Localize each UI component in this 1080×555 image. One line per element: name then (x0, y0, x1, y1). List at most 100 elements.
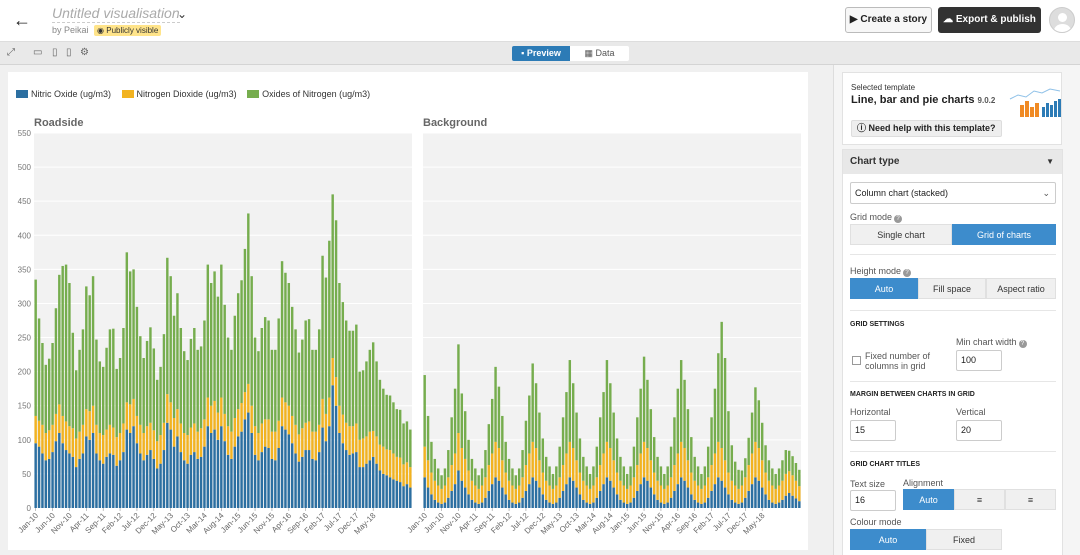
bar-segment (398, 457, 402, 483)
bar-segment (453, 484, 457, 508)
bar-segment (169, 429, 172, 508)
height-mode-fill[interactable]: Fill space (918, 278, 986, 299)
legend-item-no[interactable]: Nitric Oxide (ug/m3) (16, 89, 111, 99)
bar-segment (423, 477, 426, 508)
bar-segment (311, 349, 314, 432)
bar-segment (274, 460, 277, 508)
bar-segment (166, 257, 169, 395)
bar-segment (388, 477, 392, 508)
bar-segment (521, 450, 524, 478)
bar-segment (368, 349, 372, 432)
grid-titles-heading: GRID CHART TITLES (850, 461, 920, 468)
chevron-down-icon[interactable]: ⌄ (177, 7, 188, 21)
bar-segment (294, 424, 297, 454)
tab-preview[interactable]: ▪ Preview (512, 46, 570, 61)
bar-segment (774, 473, 777, 489)
colour-mode-fixed[interactable]: Fixed (926, 529, 1002, 550)
plot-background (423, 133, 801, 508)
help-icon[interactable]: ? (903, 269, 912, 277)
bar-segment (203, 446, 206, 508)
settings-panel: Selected template Line, bar and pie char… (833, 65, 1080, 555)
visibility-badge[interactable]: ◉ Publicly visible (94, 25, 162, 36)
bar-segment (430, 441, 433, 473)
fixed-columns-checkbox[interactable] (852, 356, 861, 365)
y-tick-label: 50 (22, 470, 31, 479)
bar-segment (575, 412, 578, 461)
tab-data[interactable]: ▦ Data (570, 46, 629, 61)
bar-segment (487, 424, 491, 466)
grid-mode-text: Grid mode (850, 212, 893, 222)
gear-icon[interactable]: ⚙ (80, 47, 89, 58)
help-icon[interactable]: ? (894, 215, 903, 223)
text-size-input[interactable]: 16 (850, 490, 896, 511)
bar-segment (388, 450, 392, 478)
bar-segment (250, 433, 253, 508)
bar-segment (723, 460, 727, 488)
colour-mode-auto[interactable]: Auto (850, 529, 926, 550)
align-left-icon[interactable]: ≡ (954, 489, 1005, 510)
legend-item-no2[interactable]: Nitrogen Dioxide (ug/m3) (121, 89, 237, 99)
create-story-button[interactable]: ▶ Create a story (845, 7, 932, 33)
grid-mode-grid[interactable]: Grid of charts (952, 224, 1056, 245)
bar-segment (78, 349, 81, 432)
height-mode-auto[interactable]: Auto (850, 278, 918, 299)
bar-segment (139, 453, 142, 508)
bar-segment (243, 248, 247, 393)
bar-segment (142, 460, 145, 508)
bar-segment (368, 460, 372, 508)
grid-settings-heading: GRID SETTINGS (850, 321, 905, 328)
grid-mode-single[interactable]: Single chart (850, 224, 952, 245)
help-icon[interactable]: ? (1018, 340, 1027, 348)
horizontal-margin-input[interactable]: 15 (850, 420, 896, 441)
align-center-icon[interactable]: ≡ (1005, 489, 1056, 510)
bar-segment (683, 448, 686, 481)
bar-segment (558, 446, 561, 478)
bar-segment (37, 318, 41, 421)
bar-segment (713, 388, 717, 454)
avatar[interactable] (1049, 7, 1075, 33)
bar-segment (642, 477, 646, 508)
bar-segment (247, 383, 250, 413)
export-publish-button[interactable]: ☁ Export & publish (938, 7, 1041, 33)
bar-segment (186, 435, 189, 464)
vertical-margin-input[interactable]: 20 (956, 420, 1002, 441)
visualisation-title[interactable]: Untitled visualisation (52, 5, 180, 23)
bar-segment (135, 443, 139, 508)
bar-segment (757, 480, 761, 508)
bar-segment (101, 463, 105, 508)
bar-segment (358, 439, 361, 468)
section-header[interactable]: Chart type ▼ (843, 150, 1062, 174)
chart-type-section: Chart type ▼ Column chart (stacked) ⌄ Grid… (842, 149, 1063, 555)
back-arrow-icon[interactable]: ← (13, 10, 31, 30)
bar-segment (744, 458, 747, 478)
bar-segment (81, 329, 85, 425)
bar-segment (162, 422, 166, 451)
bar-segment (193, 328, 196, 424)
bar-segment (236, 293, 240, 410)
bar-segment (105, 456, 108, 508)
align-auto[interactable]: Auto (903, 489, 954, 510)
bar-segment (484, 450, 487, 478)
legend-swatch (247, 90, 260, 98)
bar-segment (794, 498, 798, 508)
bar-segment (193, 452, 196, 508)
desktop-icon[interactable]: ▭ (33, 47, 43, 58)
bar-segment (777, 468, 781, 486)
bar-segment (314, 431, 318, 461)
min-width-input[interactable]: 100 (956, 350, 1002, 371)
mobile-icon[interactable]: ▯ (66, 47, 72, 58)
bar-segment (453, 453, 457, 485)
chart-type-select[interactable]: Column chart (stacked) ⌄ (850, 182, 1056, 204)
bar-segment (754, 477, 757, 508)
bar-segment (582, 499, 585, 508)
bar-segment (247, 213, 250, 384)
legend-item-nox[interactable]: Oxides of Nitrogen (ug/m3) (247, 89, 370, 99)
bar-segment (209, 283, 213, 406)
tablet-icon[interactable]: ▯ (52, 47, 58, 58)
bar-segment (676, 388, 680, 454)
expand-icon[interactable]: ⤢ (7, 47, 15, 58)
bar-segment (58, 404, 61, 433)
bar-segment (58, 274, 61, 405)
height-mode-aspect[interactable]: Aspect ratio (986, 278, 1056, 299)
help-button[interactable]: ⓘ Need help with this template? (851, 120, 1002, 137)
